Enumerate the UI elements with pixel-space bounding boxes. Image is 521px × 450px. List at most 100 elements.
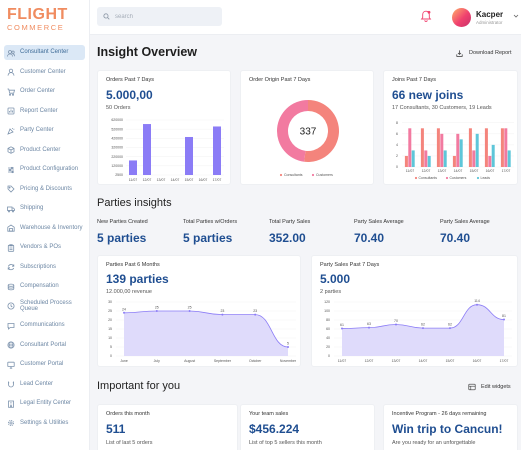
data-point[interactable] <box>123 311 125 314</box>
sidebar-item-compensation[interactable]: Compensation <box>4 279 85 294</box>
bar[interactable] <box>427 155 431 167</box>
bar[interactable] <box>420 128 424 167</box>
bar[interactable] <box>408 128 412 167</box>
sidebar-item-consultant-center[interactable]: Consultant Center <box>4 45 85 60</box>
bell-icon[interactable] <box>419 9 433 23</box>
bar[interactable] <box>507 150 511 167</box>
sidebar-item-settings-utilities[interactable]: Settings & Utilities <box>4 416 85 431</box>
sidebar-item-legal-entity-center[interactable]: Legal Entity Center <box>4 396 85 411</box>
sidebar-item-scheduled-process-queue[interactable]: Scheduled Process Queue <box>4 299 85 314</box>
bar[interactable] <box>468 128 472 167</box>
stat-value: 5 parties <box>183 231 233 245</box>
sidebar-item-party-center[interactable]: Party Center <box>4 123 85 138</box>
avatar[interactable] <box>452 8 471 27</box>
data-point[interactable] <box>503 318 505 321</box>
bar[interactable] <box>143 124 151 175</box>
bar[interactable] <box>488 155 492 167</box>
bar[interactable] <box>443 150 447 167</box>
search-input[interactable] <box>115 13 205 20</box>
bar[interactable] <box>185 136 193 175</box>
sidebar-item-product-configuration[interactable]: Product Configuration <box>4 162 85 177</box>
data-point[interactable] <box>254 313 257 316</box>
bar[interactable] <box>491 144 495 167</box>
area-fill <box>124 311 288 356</box>
brand-logo[interactable]: FLIGHT COMMERCE <box>7 7 68 32</box>
donut-slice[interactable] <box>277 100 308 162</box>
sidebar-item-lead-center[interactable]: Lead Center <box>4 377 85 392</box>
legend-dot <box>279 173 283 177</box>
data-point[interactable] <box>341 327 343 330</box>
bar[interactable] <box>436 128 440 167</box>
chat-icon <box>7 322 15 330</box>
data-point[interactable] <box>476 303 478 306</box>
sidebar-item-label: Settings & Utilities <box>20 419 69 426</box>
y-tick-label: 2500 <box>115 173 123 177</box>
data-point[interactable] <box>221 313 224 316</box>
incentive-card[interactable]: Incentive Program - 26 days remaining Win… <box>383 404 518 450</box>
bar[interactable] <box>424 150 428 167</box>
bar[interactable] <box>213 126 221 175</box>
data-point[interactable] <box>188 310 191 312</box>
top-header: Kacper Administrator <box>90 0 521 35</box>
sidebar-item-vendors-pos[interactable]: Vendors & POs <box>4 240 85 255</box>
x-tick-label: 17/07 <box>500 359 509 363</box>
data-point[interactable] <box>368 326 370 329</box>
bar[interactable] <box>452 155 456 167</box>
orders-month-card[interactable]: Orders this month 511 List of last 5 order… <box>97 404 238 450</box>
bar[interactable] <box>440 133 444 167</box>
bar[interactable] <box>456 133 460 167</box>
important-card-body: Are you ready for an unforgettable <box>392 440 476 446</box>
data-point[interactable] <box>287 346 289 348</box>
sidebar-item-customer-portal[interactable]: Customer Portal <box>4 357 85 372</box>
sidebar-item-communications[interactable]: Communications <box>4 318 85 333</box>
joins-card-title: Joins Past 7 Days <box>392 77 437 83</box>
x-tick-label: 11/07 <box>129 178 138 182</box>
sidebar-item-shipping[interactable]: Shipping <box>4 201 85 216</box>
data-label: 25 <box>155 306 159 310</box>
bar[interactable] <box>475 133 479 167</box>
sidebar-item-report-center[interactable]: Report Center <box>4 104 85 119</box>
sidebar-item-product-center[interactable]: Product Center <box>4 143 85 158</box>
sidebar-item-customer-center[interactable]: Customer Center <box>4 65 85 80</box>
bar[interactable] <box>459 139 463 167</box>
sidebar-item-label: Product Center <box>20 146 61 153</box>
chevron-down-icon[interactable] <box>513 13 519 19</box>
data-label: 81 <box>502 314 506 318</box>
data-point[interactable] <box>449 327 451 330</box>
joins-card-value: 66 new joins <box>392 88 464 102</box>
x-tick-label: 15/07 <box>185 178 194 182</box>
data-point[interactable] <box>422 327 424 330</box>
sidebar-item-consultant-portal[interactable]: Consultant Portal <box>4 338 85 353</box>
bar[interactable] <box>472 150 476 167</box>
bar[interactable] <box>484 128 488 167</box>
box-icon <box>7 146 15 154</box>
data-point[interactable] <box>395 323 397 326</box>
stat-label: Total Party Sales <box>269 219 311 225</box>
edit-widgets-button[interactable]: Edit widgets <box>468 381 511 393</box>
data-point[interactable] <box>155 310 158 312</box>
donut-slice[interactable] <box>304 100 340 162</box>
x-tick-label: 13/07 <box>157 178 166 182</box>
logo-line1: FLIGHT <box>7 6 68 23</box>
stat-label: New Parties Created <box>97 219 148 225</box>
team-sales-card[interactable]: Your team sales $456.224 List of top 5 sel… <box>240 404 375 450</box>
sidebar-item-subscriptions[interactable]: Subscriptions <box>4 260 85 275</box>
bar[interactable] <box>129 160 137 175</box>
bar[interactable] <box>404 155 408 167</box>
ps7-card-value: 5.000 <box>320 272 351 286</box>
sidebar-item-pricing-discounts[interactable]: Pricing & Discounts <box>4 182 85 197</box>
sidebar-item-label: Compensation <box>20 283 59 290</box>
bar[interactable] <box>504 128 508 167</box>
tag-icon <box>7 185 15 193</box>
download-report-button[interactable]: Download Report <box>455 47 512 59</box>
sidebar-item-warehouse-inventory[interactable]: Warehouse & Inventory <box>4 221 85 236</box>
sidebar-item-order-center[interactable]: Order Center <box>4 84 85 99</box>
p6-card-title: Parties Past 6 Months <box>106 262 160 268</box>
stat-label: Party Sales Average <box>354 219 404 225</box>
y-tick-label: 220000 <box>111 155 123 159</box>
area-line <box>123 310 289 348</box>
bar[interactable] <box>500 128 504 167</box>
bar[interactable] <box>411 150 415 167</box>
legend-dot <box>445 176 449 180</box>
data-label: 114 <box>474 299 480 303</box>
